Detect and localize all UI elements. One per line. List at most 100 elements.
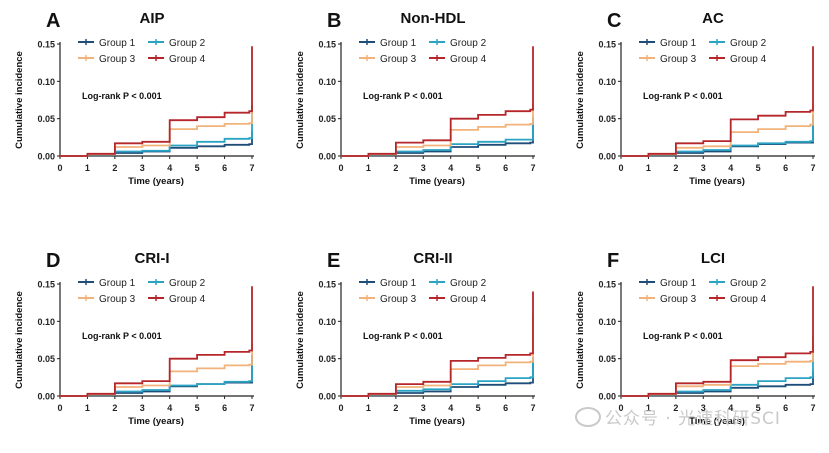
- legend-entry: Group 2: [730, 38, 767, 49]
- x-tick-label: 5: [195, 163, 200, 173]
- y-tick-label: 0.05: [37, 114, 55, 124]
- legend-entry: Group 3: [99, 294, 136, 305]
- x-tick-label: 0: [338, 403, 343, 413]
- legend-entry: Group 2: [450, 278, 487, 289]
- x-tick-label: 5: [756, 163, 761, 173]
- y-tick-label: 0.10: [37, 77, 55, 87]
- legend-entry: Group 3: [99, 54, 136, 65]
- legend-entry: Group 1: [380, 278, 417, 289]
- series-line-group-3: [621, 103, 814, 157]
- x-tick-label: 7: [249, 403, 254, 413]
- x-axis-label: Time (years): [128, 416, 184, 427]
- panel-title: LCI: [701, 250, 725, 267]
- log-rank-annotation: Log-rank P < 0.001: [363, 331, 443, 341]
- panel-letter: C: [607, 10, 621, 32]
- x-tick-label: 5: [195, 403, 200, 413]
- x-tick-label: 5: [756, 403, 761, 413]
- x-tick-label: 7: [530, 403, 535, 413]
- x-tick-label: 0: [338, 163, 343, 173]
- series-line-group-4: [60, 286, 253, 397]
- x-tick-label: 6: [222, 403, 227, 413]
- panel-title: CRI-II: [413, 250, 452, 267]
- chart-panel-b: B Non-HDL 0.00 0.05 0.10 0.15 0 1 2 3 4 5 6 7 Time (ye…: [295, 10, 536, 187]
- legend-entry: Group 1: [660, 38, 697, 49]
- x-tick-label: 2: [112, 163, 117, 173]
- x-tick-label: 1: [366, 403, 371, 413]
- y-axis-label: Cumulative incidence: [14, 51, 25, 149]
- chart-panel-f: F LCI 0.00 0.05 0.10 0.15 0 1 2 3 4 5 6 7 Time (years)…: [575, 250, 816, 427]
- y-tick-label: 0.05: [318, 354, 336, 364]
- series-line-group-2: [341, 358, 534, 397]
- y-tick-label: 0.05: [318, 114, 336, 124]
- legend-entry: Group 4: [169, 294, 206, 305]
- legend-entry: Group 3: [380, 294, 417, 305]
- chart-panel-e: E CRI-II 0.00 0.05 0.10 0.15 0 1 2 3 4 5 6 7 Time (yea…: [295, 250, 536, 427]
- log-rank-annotation: Log-rank P < 0.001: [82, 331, 162, 341]
- y-tick-label: 0.00: [598, 152, 616, 162]
- panel-letter: F: [607, 250, 619, 272]
- y-tick-label: 0.10: [598, 77, 616, 87]
- x-tick-label: 1: [366, 163, 371, 173]
- series-line-group-4: [621, 286, 814, 397]
- x-tick-label: 1: [85, 163, 90, 173]
- log-rank-annotation: Log-rank P < 0.001: [363, 91, 443, 101]
- x-axis-label: Time (years): [689, 176, 745, 187]
- y-tick-label: 0.10: [598, 317, 616, 327]
- x-tick-label: 4: [167, 163, 172, 173]
- x-tick-label: 3: [701, 403, 706, 413]
- log-rank-annotation: Log-rank P < 0.001: [643, 91, 723, 101]
- legend-entry: Group 3: [660, 54, 697, 65]
- y-tick-label: 0.15: [318, 40, 336, 50]
- x-tick-label: 6: [783, 403, 788, 413]
- x-tick-label: 0: [618, 163, 623, 173]
- panel-title: AIP: [139, 10, 164, 27]
- legend-entry: Group 2: [169, 278, 206, 289]
- legend-entry: Group 4: [450, 54, 487, 65]
- y-axis-label: Cumulative incidence: [295, 51, 306, 149]
- y-tick-label: 0.15: [37, 280, 55, 290]
- legend-entry: Group 4: [450, 294, 487, 305]
- y-tick-label: 0.05: [598, 354, 616, 364]
- series-line-group-1: [621, 371, 814, 397]
- x-tick-label: 6: [222, 163, 227, 173]
- series-line-group-4: [341, 46, 534, 157]
- x-axis-label: Time (years): [128, 176, 184, 187]
- chart-panel-a: A AIP 0.00 0.05 0.10 0.15 0 1 2 3 4 5 6 7 Time (years)…: [14, 10, 255, 187]
- x-tick-label: 7: [810, 163, 815, 173]
- x-axis-label: Time (years): [409, 176, 465, 187]
- log-rank-annotation: Log-rank P < 0.001: [643, 331, 723, 341]
- x-tick-label: 7: [810, 403, 815, 413]
- x-tick-label: 4: [448, 403, 453, 413]
- x-tick-label: 2: [673, 403, 678, 413]
- x-tick-label: 6: [783, 163, 788, 173]
- y-tick-label: 0.00: [598, 392, 616, 402]
- series-line-group-2: [621, 347, 814, 397]
- series-line-group-4: [341, 291, 534, 397]
- y-tick-label: 0.10: [318, 317, 336, 327]
- x-tick-label: 4: [728, 403, 733, 413]
- y-tick-label: 0.15: [598, 40, 616, 50]
- x-tick-label: 3: [421, 403, 426, 413]
- x-tick-label: 1: [85, 403, 90, 413]
- log-rank-annotation: Log-rank P < 0.001: [82, 91, 162, 101]
- x-tick-label: 4: [728, 163, 733, 173]
- legend-entry: Group 2: [450, 38, 487, 49]
- series-line-group-2: [621, 120, 814, 157]
- y-tick-label: 0.00: [318, 152, 336, 162]
- chart-panel-c: C AC 0.00 0.05 0.10 0.15 0 1 2 3 4 5 6 7 Time (years) C…: [575, 10, 816, 187]
- legend-entry: Group 3: [660, 294, 697, 305]
- legend-entry: Group 1: [99, 278, 136, 289]
- x-tick-label: 0: [618, 403, 623, 413]
- series-line-group-3: [60, 343, 253, 397]
- chart-panel-d: D CRI-I 0.00 0.05 0.10 0.15 0 1 2 3 4 5 6 7 Time (year…: [14, 250, 255, 427]
- x-tick-label: 4: [167, 403, 172, 413]
- x-tick-label: 6: [503, 163, 508, 173]
- x-tick-label: 6: [503, 403, 508, 413]
- y-tick-label: 0.15: [598, 280, 616, 290]
- series-line-group-3: [341, 313, 534, 397]
- x-tick-label: 3: [421, 163, 426, 173]
- series-line-group-1: [60, 131, 253, 157]
- legend-entry: Group 2: [730, 278, 767, 289]
- y-tick-label: 0.05: [37, 354, 55, 364]
